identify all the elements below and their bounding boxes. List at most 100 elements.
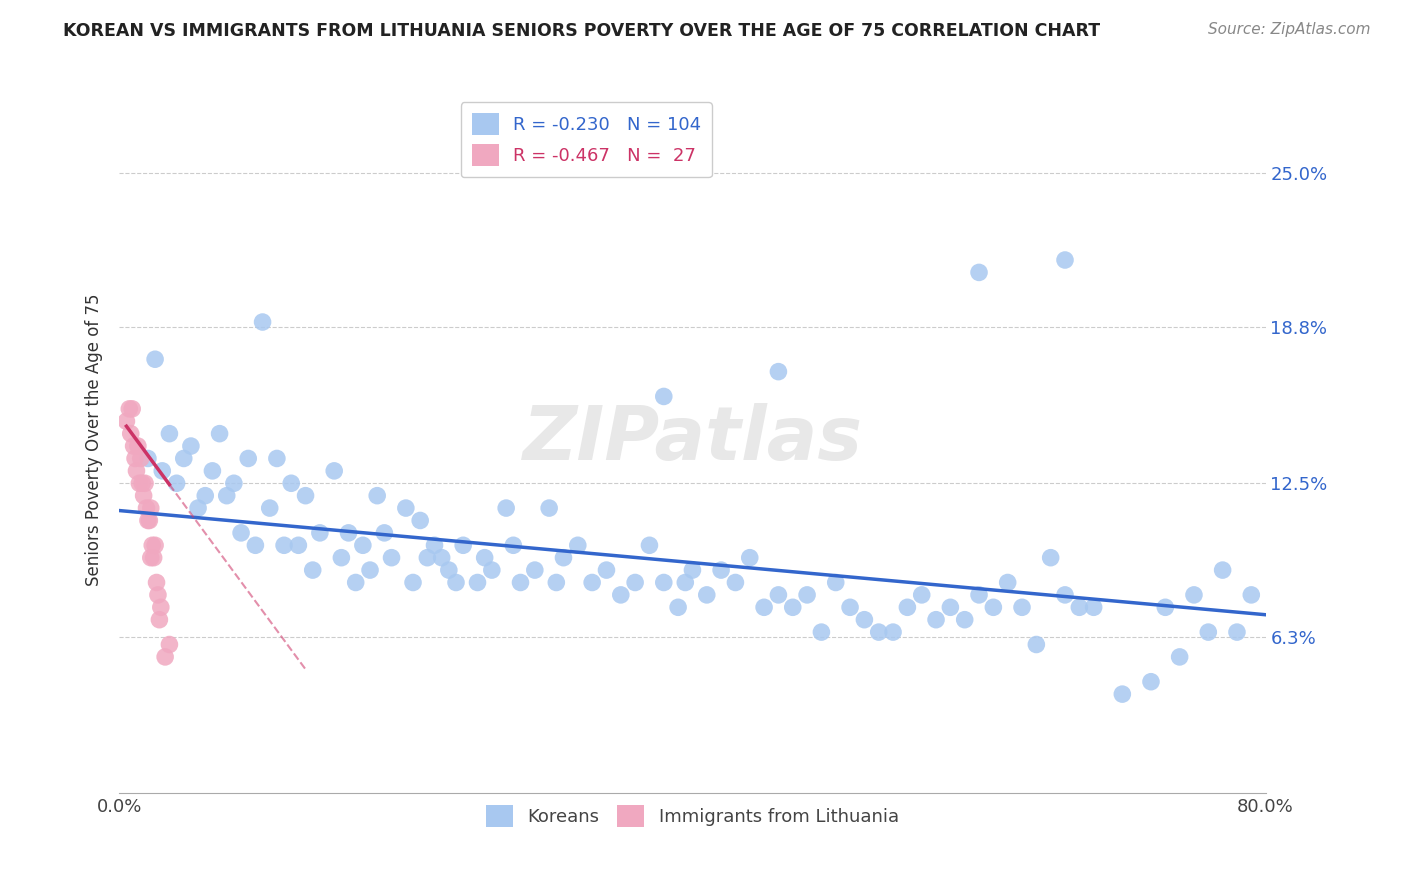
Point: [738, 550, 761, 565]
Point: [380, 550, 402, 565]
Text: KOREAN VS IMMIGRANTS FROM LITHUANIA SENIORS POVERTY OVER THE AGE OF 75 CORRELATI: KOREAN VS IMMIGRANTS FROM LITHUANIA SENI…: [63, 22, 1101, 40]
Point: [139, 550, 162, 565]
Point: [359, 563, 381, 577]
Point: [136, 513, 159, 527]
Point: [142, 550, 165, 565]
Point: [323, 464, 346, 478]
Point: [309, 525, 332, 540]
Point: [128, 476, 150, 491]
Point: [1140, 674, 1163, 689]
Point: [121, 401, 143, 416]
Point: [824, 575, 846, 590]
Point: [208, 426, 231, 441]
Point: [127, 439, 149, 453]
Point: [502, 538, 524, 552]
Point: [495, 501, 517, 516]
Point: [430, 550, 453, 565]
Point: [139, 501, 162, 516]
Point: [1212, 563, 1234, 577]
Point: [402, 575, 425, 590]
Point: [1069, 600, 1091, 615]
Point: [194, 489, 217, 503]
Point: [143, 352, 166, 367]
Point: [1025, 638, 1047, 652]
Point: [652, 389, 675, 403]
Point: [280, 476, 302, 491]
Point: [148, 613, 170, 627]
Point: [145, 575, 167, 590]
Point: [624, 575, 647, 590]
Point: [1039, 550, 1062, 565]
Point: [229, 525, 252, 540]
Legend: Koreans, Immigrants from Lithuania: Koreans, Immigrants from Lithuania: [478, 797, 907, 834]
Point: [1053, 252, 1076, 267]
Point: [868, 625, 890, 640]
Point: [610, 588, 633, 602]
Point: [782, 600, 804, 615]
Point: [136, 451, 159, 466]
Point: [810, 625, 832, 640]
Point: [287, 538, 309, 552]
Point: [1182, 588, 1205, 602]
Point: [796, 588, 818, 602]
Point: [896, 600, 918, 615]
Point: [1226, 625, 1249, 640]
Point: [129, 451, 152, 466]
Point: [939, 600, 962, 615]
Point: [1154, 600, 1177, 615]
Point: [159, 426, 181, 441]
Point: [124, 451, 146, 466]
Point: [481, 563, 503, 577]
Point: [1240, 588, 1263, 602]
Point: [337, 525, 360, 540]
Point: [553, 550, 575, 565]
Point: [853, 613, 876, 627]
Point: [1011, 600, 1033, 615]
Point: [581, 575, 603, 590]
Y-axis label: Seniors Poverty Over the Age of 75: Seniors Poverty Over the Age of 75: [86, 293, 103, 586]
Point: [768, 588, 790, 602]
Point: [173, 451, 195, 466]
Point: [546, 575, 568, 590]
Point: [131, 476, 153, 491]
Point: [366, 489, 388, 503]
Point: [967, 588, 990, 602]
Point: [252, 315, 274, 329]
Point: [122, 439, 145, 453]
Point: [132, 489, 155, 503]
Point: [245, 538, 267, 552]
Text: ZIPatlas: ZIPatlas: [523, 403, 862, 476]
Point: [1111, 687, 1133, 701]
Point: [567, 538, 589, 552]
Point: [201, 464, 224, 478]
Point: [681, 563, 703, 577]
Point: [344, 575, 367, 590]
Point: [953, 613, 976, 627]
Point: [150, 464, 173, 478]
Point: [666, 600, 689, 615]
Point: [673, 575, 696, 590]
Point: [437, 563, 460, 577]
Point: [266, 451, 288, 466]
Point: [134, 476, 156, 491]
Point: [143, 538, 166, 552]
Point: [395, 501, 418, 516]
Point: [911, 588, 934, 602]
Point: [166, 476, 188, 491]
Point: [294, 489, 316, 503]
Point: [352, 538, 374, 552]
Point: [159, 638, 181, 652]
Point: [474, 550, 496, 565]
Point: [696, 588, 718, 602]
Point: [724, 575, 747, 590]
Point: [538, 501, 561, 516]
Text: Source: ZipAtlas.com: Source: ZipAtlas.com: [1208, 22, 1371, 37]
Point: [153, 649, 176, 664]
Point: [997, 575, 1019, 590]
Point: [238, 451, 260, 466]
Point: [983, 600, 1005, 615]
Point: [180, 439, 202, 453]
Point: [118, 401, 141, 416]
Point: [120, 426, 142, 441]
Point: [222, 476, 245, 491]
